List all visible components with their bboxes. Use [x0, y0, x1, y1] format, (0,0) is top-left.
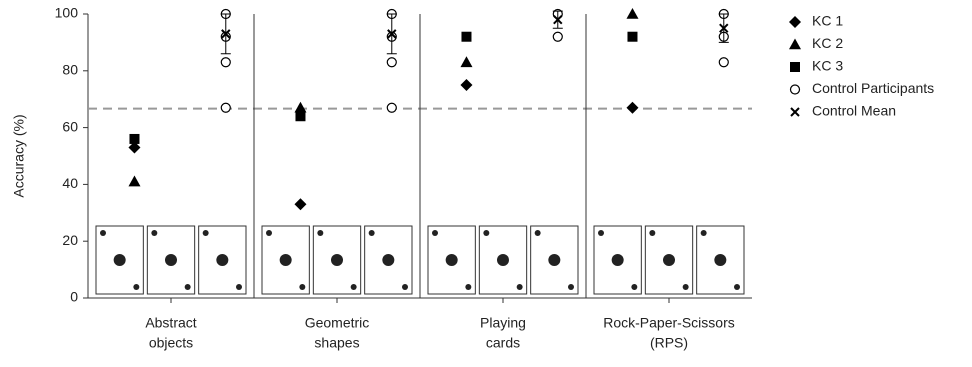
card-symbol: [382, 254, 395, 266]
legend-marker: [790, 62, 800, 72]
y-tick-label: 40: [62, 175, 78, 191]
kc-marker: [626, 101, 639, 114]
card-corner: [631, 284, 638, 290]
card-corner: [151, 230, 158, 236]
card-corner: [568, 284, 574, 290]
card-symbol: [216, 254, 229, 266]
legend-marker: [789, 84, 801, 95]
legend-label: Control Mean: [812, 103, 896, 119]
card-symbol: [663, 254, 675, 266]
x-tick-label: Abstract: [145, 315, 196, 331]
mean-marker: [719, 23, 729, 33]
kc-marker: [129, 133, 140, 144]
control-marker: [220, 102, 231, 113]
card-symbol: [497, 254, 509, 266]
card-symbol: [445, 254, 458, 266]
y-tick-label: 60: [62, 118, 78, 134]
card-symbol: [165, 254, 177, 266]
card-corner: [368, 230, 375, 236]
x-tick-label: objects: [149, 335, 193, 351]
control-marker: [552, 31, 563, 42]
card-corner: [184, 284, 191, 290]
kc-marker: [128, 175, 141, 187]
card-corner: [734, 284, 740, 290]
card-corner: [133, 284, 140, 290]
card-corner: [317, 230, 324, 236]
card-corner: [534, 230, 541, 236]
card-corner: [350, 284, 357, 290]
card-corner: [483, 230, 490, 236]
legend-label: Control Participants: [812, 80, 934, 96]
mean-marker: [221, 29, 231, 39]
card-corner: [516, 284, 523, 290]
card-symbol: [714, 254, 727, 266]
card-symbol: [331, 254, 343, 266]
card-symbol: [611, 254, 624, 266]
kc-marker: [128, 141, 141, 154]
kc-marker: [294, 198, 307, 211]
mean-marker: [553, 14, 563, 25]
kc-marker: [461, 31, 472, 42]
x-tick-label: (RPS): [650, 335, 688, 351]
x-tick-label: cards: [486, 335, 520, 351]
kc-marker: [627, 31, 638, 42]
y-tick-label: 0: [70, 289, 78, 305]
control-marker: [718, 57, 729, 68]
y-axis-label: Accuracy (%): [11, 114, 27, 197]
x-tick-label: Rock-Paper-Scissors: [603, 315, 734, 331]
legend-label: KC 3: [812, 58, 843, 74]
legend-marker: [789, 38, 801, 50]
card-corner: [299, 284, 306, 290]
control-marker: [386, 57, 397, 68]
kc-marker: [460, 56, 473, 68]
legend-marker: [789, 16, 801, 28]
card-symbol: [113, 254, 126, 266]
x-tick-label: Playing: [480, 315, 526, 331]
card-corner: [236, 284, 242, 290]
card-corner: [100, 230, 106, 236]
card-symbol: [279, 254, 292, 266]
card-corner: [598, 230, 604, 236]
kc-marker: [295, 111, 306, 122]
card-corner: [700, 230, 707, 236]
card-symbol: [548, 254, 561, 266]
kc-marker: [626, 8, 639, 19]
card-corner: [202, 230, 209, 236]
x-tick-label: Geometric: [305, 315, 370, 331]
kc-marker: [294, 101, 307, 113]
card-corner: [266, 230, 272, 236]
card-corner: [465, 284, 472, 290]
control-marker: [386, 102, 397, 113]
y-tick-label: 80: [62, 62, 78, 78]
legend-marker: [790, 107, 800, 117]
legend-label: KC 2: [812, 35, 843, 51]
y-tick-label: 100: [55, 5, 79, 21]
card-corner: [649, 230, 656, 236]
mean-marker: [387, 29, 397, 39]
card-corner: [432, 230, 438, 236]
legend-label: KC 1: [812, 13, 843, 29]
card-corner: [402, 284, 408, 290]
card-corner: [682, 284, 689, 290]
kc-marker: [460, 79, 473, 91]
x-tick-label: shapes: [314, 335, 359, 351]
control-marker: [220, 57, 231, 68]
y-tick-label: 20: [62, 232, 78, 248]
